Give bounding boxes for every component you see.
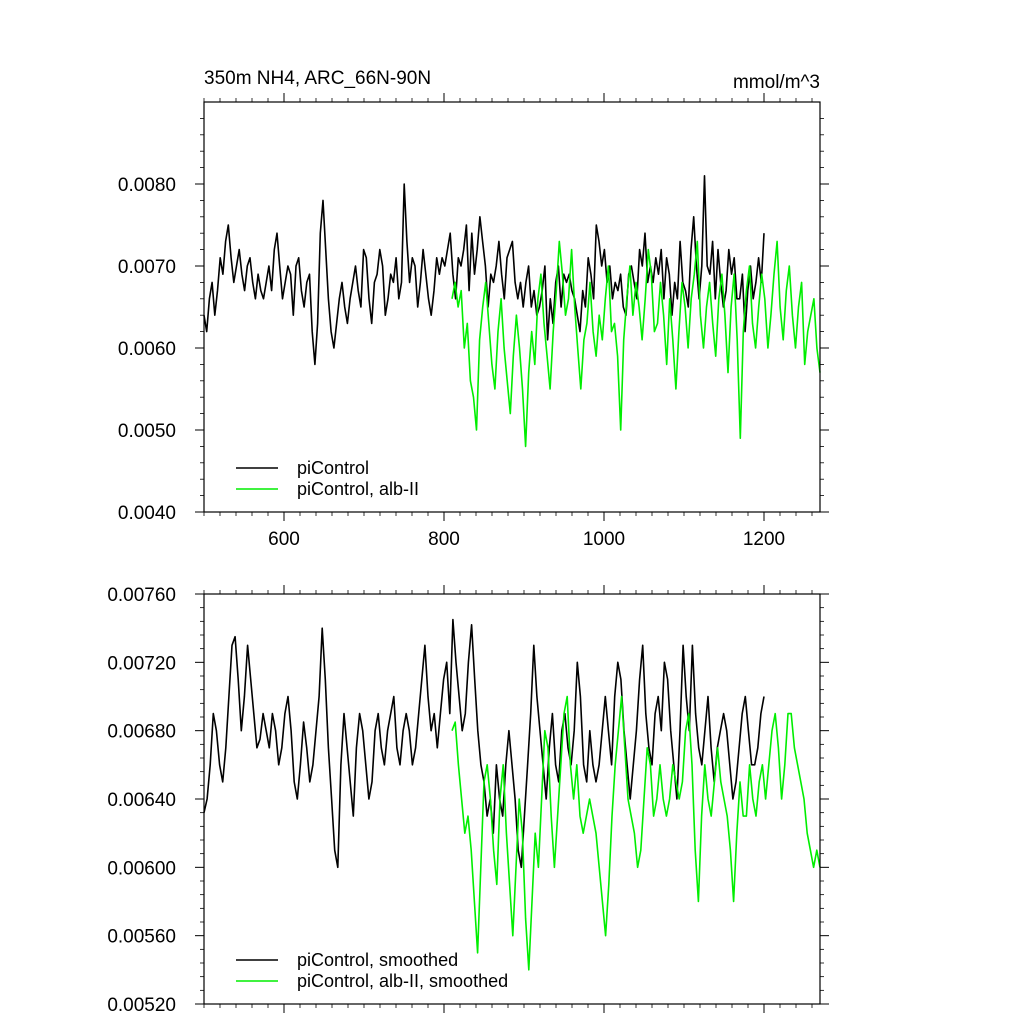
y-tick-label: 0.0080	[118, 175, 176, 196]
y-tick-label: 0.00560	[107, 927, 176, 948]
y-tick-label: 0.00600	[107, 858, 176, 879]
x-tick-label: 600	[268, 529, 300, 550]
legend-label-0: piControl, smoothed	[297, 950, 458, 970]
y-tick-label: 0.00760	[107, 585, 176, 606]
chart-title: 350m NH4, ARC_66N-90N	[204, 68, 431, 89]
series-line-0	[203, 175, 765, 366]
top-panel: 600 800 1000 1200 0.0040 0.0050 0.0060 0.0070 0.…	[118, 93, 829, 550]
y-tick-label: 0.00520	[107, 995, 176, 1016]
x-tick-label: 1200	[743, 529, 785, 550]
x-tick-label: 1000	[583, 529, 625, 550]
y-tick-label: 0.00720	[107, 653, 176, 674]
y-tick-label: 0.0050	[118, 421, 176, 442]
plot-frame	[203, 101, 821, 513]
legend-label-1: piControl, alb-II, smoothed	[297, 971, 508, 991]
y-tick-label: 0.00640	[107, 790, 176, 811]
series-line-0	[203, 618, 765, 869]
plot-frame	[203, 593, 821, 1005]
units-label: mmol/m^3	[733, 72, 820, 93]
legend-label-0: piControl	[297, 458, 369, 478]
y-tick-label: 0.0060	[118, 339, 176, 360]
y-tick-label: 0.0040	[118, 503, 176, 524]
legend-label-1: piControl, alb-II	[297, 479, 419, 499]
y-tick-label: 0.00680	[107, 722, 176, 743]
bottom-panel: 0.00520 0.00560 0.00600 0.00640 0.00680 0.007…	[107, 585, 829, 1016]
series-line-1	[451, 695, 821, 971]
y-tick-label: 0.0070	[118, 257, 176, 278]
x-tick-label: 800	[428, 529, 460, 550]
series-line-1	[451, 240, 821, 448]
